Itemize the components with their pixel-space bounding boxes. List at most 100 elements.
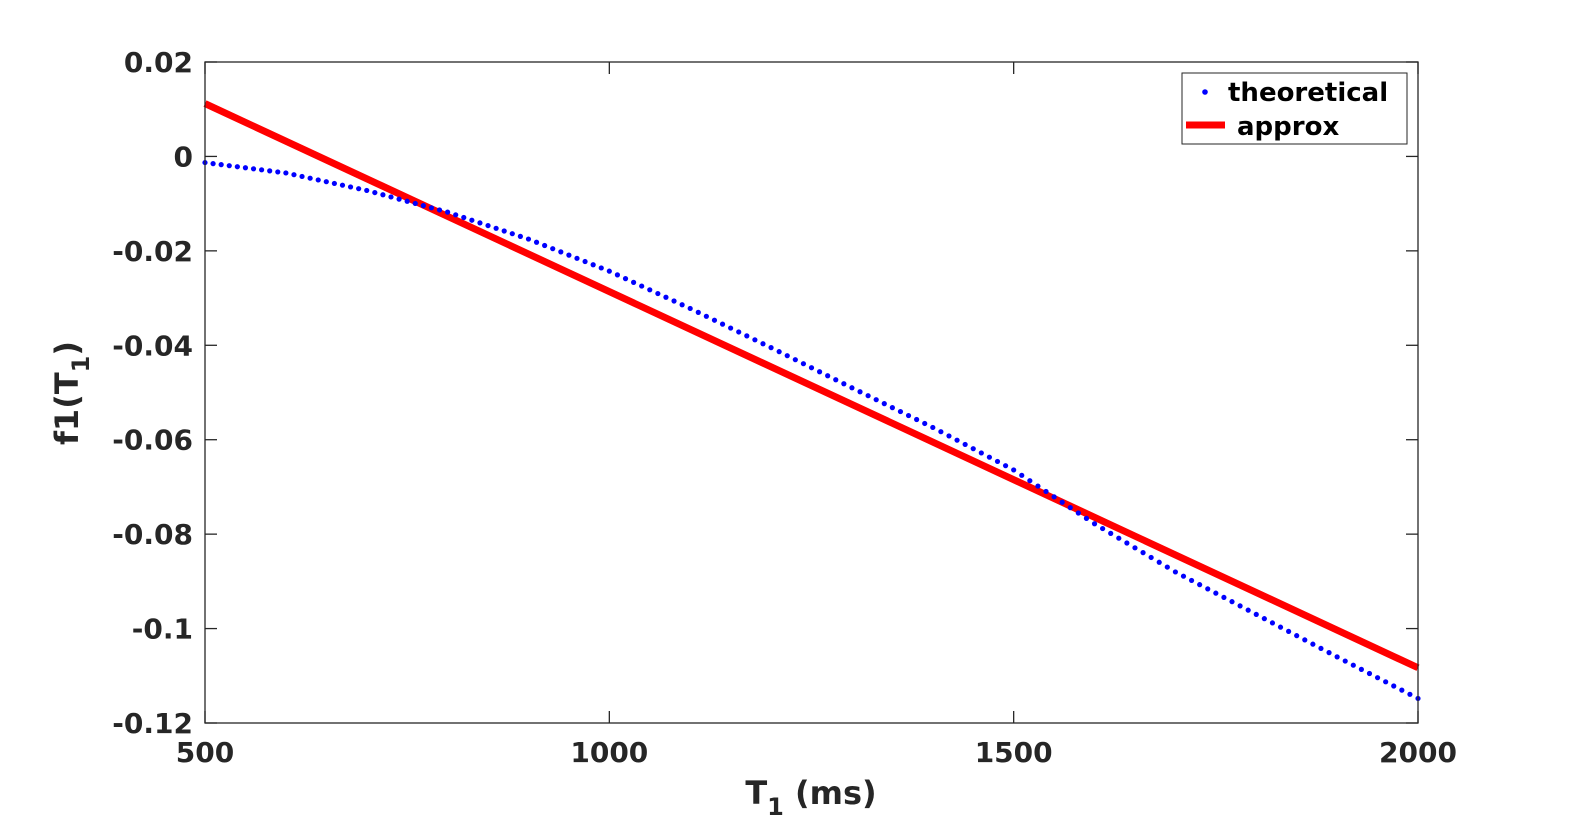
- series-theoretical-point: [307, 175, 313, 181]
- plot-area: [205, 62, 1418, 723]
- series-theoretical-point: [1140, 550, 1146, 556]
- series-theoretical-point: [598, 265, 604, 271]
- legend-marker-theoretical: [1202, 89, 1208, 95]
- series-theoretical-point: [954, 437, 960, 443]
- y-axis-label-main: f1(T: [48, 372, 86, 445]
- series-theoretical-point: [259, 167, 265, 173]
- series-theoretical-point: [1100, 525, 1106, 532]
- series-theoretical-point: [1051, 494, 1057, 500]
- series-theoretical-point: [574, 255, 580, 261]
- series-theoretical-point: [566, 252, 572, 258]
- series-theoretical-point: [299, 173, 305, 180]
- series-theoretical-point: [558, 249, 564, 255]
- series-theoretical-point: [339, 182, 346, 188]
- series-theoretical-point: [1302, 637, 1308, 643]
- series-theoretical-point: [315, 177, 321, 183]
- legend-label-approx: approx: [1237, 112, 1339, 142]
- series-theoretical-point: [986, 454, 993, 460]
- series-theoretical-point: [331, 180, 337, 187]
- series-theoretical-point: [1334, 654, 1340, 660]
- series-theoretical-point: [922, 420, 928, 427]
- series-theoretical-point: [477, 220, 483, 226]
- series-theoretical-point: [816, 369, 823, 375]
- series-theoretical-point: [485, 222, 491, 229]
- series-approx-line: [203, 100, 1420, 671]
- series-theoretical-point: [970, 446, 976, 452]
- series-theoretical-point: [994, 458, 1001, 465]
- series-theoretical-point: [687, 305, 693, 312]
- series-theoretical-point: [760, 341, 766, 347]
- series-theoretical-point: [776, 349, 782, 355]
- y-tick-label: 0.02: [124, 46, 193, 79]
- series-theoretical-point: [582, 258, 588, 265]
- series-theoretical-point: [833, 377, 839, 383]
- series-theoretical-point: [711, 317, 718, 323]
- series-theoretical-point: [461, 214, 467, 221]
- series-theoretical-point: [1027, 478, 1033, 484]
- series-theoretical-point: [914, 416, 920, 423]
- series-theoretical-point: [590, 262, 596, 268]
- series-theoretical-point: [1358, 666, 1364, 672]
- x-axis-label-subscript: 1: [767, 793, 784, 821]
- legend-box: [1181, 72, 1408, 145]
- series-theoretical-point: [800, 361, 807, 367]
- series-theoretical-point: [493, 225, 499, 231]
- series-theoretical-point: [1067, 505, 1073, 511]
- series-theoretical-point: [1237, 603, 1243, 609]
- series-theoretical-point: [291, 172, 297, 178]
- series-theoretical-point: [1108, 530, 1114, 536]
- series-theoretical-point: [647, 287, 653, 293]
- series-theoretical-point: [736, 329, 742, 335]
- x-tick-labels: 500 1000 1500 2000: [176, 736, 1457, 769]
- y-axis-label: f1(T1): [48, 341, 95, 445]
- series-theoretical-point: [1011, 467, 1017, 473]
- series-theoretical-point: [525, 236, 532, 242]
- x-axis-label: T1 (ms): [745, 774, 876, 821]
- y-tick-label: -0.06: [112, 424, 193, 457]
- series-theoretical-point: [663, 294, 669, 300]
- y-tick-labels: 0.02 0 -0.02 -0.04 -0.06 -0.08 -0.1 -0.12: [112, 46, 193, 740]
- series-theoretical-point: [792, 357, 798, 363]
- plot-frame: [204, 61, 1419, 724]
- series-theoretical-point: [1253, 611, 1259, 618]
- series-theoretical-point: [428, 205, 435, 211]
- series-theoretical-point: [849, 385, 855, 391]
- series-theoretical-point: [1035, 483, 1041, 489]
- series-theoretical-point: [889, 405, 895, 411]
- series-theoretical-point: [1342, 658, 1348, 664]
- series-theoretical-point: [865, 393, 871, 399]
- series-layer: [202, 100, 1421, 702]
- series-theoretical-point: [542, 242, 548, 249]
- series-theoretical-point: [719, 321, 726, 327]
- series-theoretical-point: [1156, 559, 1162, 565]
- series-theoretical-point: [1172, 569, 1178, 575]
- series-theoretical-point: [1116, 535, 1122, 541]
- series-theoretical-point: [283, 170, 289, 176]
- series-theoretical-point: [1059, 499, 1065, 505]
- series-theoretical-point: [275, 169, 281, 175]
- x-tick-label: 1000: [570, 736, 648, 769]
- series-theoretical-point: [768, 345, 774, 351]
- series-theoretical-point: [1350, 662, 1356, 668]
- series-theoretical-point: [242, 165, 249, 171]
- series-theoretical-point: [218, 162, 224, 168]
- series-theoretical-point: [897, 408, 904, 415]
- series-theoretical-point: [1221, 594, 1227, 601]
- series-theoretical-point: [1229, 599, 1235, 605]
- series-theoretical-point: [679, 302, 685, 308]
- series-theoretical-point: [622, 276, 629, 282]
- series-theoretical-point: [873, 397, 879, 403]
- series-theoretical-point: [808, 365, 815, 371]
- series-theoretical-point: [267, 168, 273, 174]
- series-theoretical-point: [388, 194, 394, 200]
- series-theoretical-point: [946, 433, 952, 439]
- series-theoretical-point: [1407, 691, 1413, 697]
- y-tick-label: -0.04: [112, 329, 193, 362]
- series-theoretical-point: [1197, 582, 1203, 588]
- y-tick-label: -0.12: [112, 707, 193, 740]
- series-theoretical-point: [857, 389, 863, 395]
- x-tick-label: 1500: [975, 736, 1053, 769]
- series-theoretical-point: [1399, 687, 1405, 693]
- series-theoretical-point: [695, 309, 701, 315]
